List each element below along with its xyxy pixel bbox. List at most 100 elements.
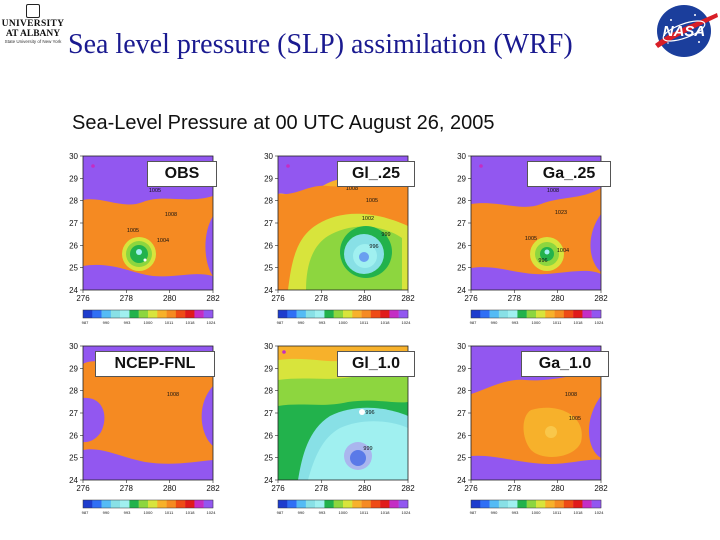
colorbar-swatch xyxy=(148,500,158,508)
colorbar-tick-label: 993 xyxy=(124,320,131,325)
colorbar-frame xyxy=(470,499,602,509)
colorbar-swatch xyxy=(361,310,372,318)
colorbar-swatch xyxy=(545,310,555,318)
colorbar-frame xyxy=(82,499,214,509)
colorbar-swatch xyxy=(194,310,204,318)
y-tick-label: 24 xyxy=(264,476,273,485)
colorbar-swatch xyxy=(101,310,112,318)
colorbar-swatch xyxy=(582,310,592,318)
colorbar-swatch xyxy=(361,500,372,508)
y-tick-label: 27 xyxy=(69,219,78,228)
y-tick-label: 29 xyxy=(457,364,466,373)
colorbar-tick-label: 1018 xyxy=(574,320,584,325)
slp-map-panel: 1005 1008 1005 1004 30 29 28 27 26 25 24 276 278 280 2… xyxy=(65,148,265,338)
slp-contour-label: 1008 xyxy=(167,392,179,398)
colorbar-swatch xyxy=(480,500,490,508)
colorbar-swatch xyxy=(194,500,204,508)
y-tick-label: 29 xyxy=(69,364,78,373)
slp-contour-label: 1005 xyxy=(149,188,161,194)
colorbar-tick-label: 1024 xyxy=(207,510,217,515)
slp-region-high-pressure-south xyxy=(471,455,601,480)
slp-region-high-pressure-east xyxy=(590,214,601,272)
y-tick-label: 29 xyxy=(457,174,466,183)
colorbar-tick-label: 1011 xyxy=(360,320,369,325)
y-tick-label: 28 xyxy=(457,387,466,396)
slp-region-high-pressure-east xyxy=(205,216,213,276)
colorbar-swatch xyxy=(83,310,93,318)
panel-label: Ga_.25 xyxy=(527,161,611,187)
y-tick-label: 26 xyxy=(264,241,273,250)
slp-contour-label: 996 xyxy=(369,244,378,250)
colorbar-tick-label: 990 xyxy=(298,320,305,325)
slp-contour-label: 1008 xyxy=(165,212,177,218)
slp-contour-label: 1008 xyxy=(346,186,358,192)
slp-storm-center xyxy=(545,426,557,438)
colorbar-swatch xyxy=(563,500,574,508)
x-tick-label: 280 xyxy=(163,294,177,303)
colorbar-swatch xyxy=(380,310,390,318)
colorbar-tick-label: 1024 xyxy=(595,320,605,325)
colorbar-tick-label: 1011 xyxy=(553,320,562,325)
slp-region-high-pressure-south xyxy=(471,267,601,290)
x-tick-label: 276 xyxy=(271,484,285,493)
colorbar-swatch xyxy=(480,310,490,318)
y-tick-label: 27 xyxy=(457,409,466,418)
colorbar-tick-label: 990 xyxy=(298,510,305,515)
colorbar-swatch xyxy=(138,310,149,318)
colorbar-frame xyxy=(82,309,214,319)
colorbar-tick-label: 993 xyxy=(319,320,326,325)
y-tick-label: 27 xyxy=(264,219,273,228)
y-tick-label: 26 xyxy=(69,431,78,440)
slp-contour-label: 996 xyxy=(538,258,547,264)
colorbar-frame xyxy=(470,309,602,319)
colorbar-swatch xyxy=(489,310,500,318)
colorbar-swatch xyxy=(471,310,481,318)
colorbar-swatch xyxy=(185,310,195,318)
colorbar-tick-label: 1024 xyxy=(595,510,605,515)
x-tick-label: 276 xyxy=(464,484,478,493)
slp-contour-label: 1008 xyxy=(565,392,577,398)
slp-region-high-pressure-south xyxy=(83,449,213,480)
slp-contour-label: 1002 xyxy=(362,216,374,222)
y-tick-label: 30 xyxy=(69,342,78,351)
colorbar-swatch xyxy=(324,310,334,318)
y-tick-label: 24 xyxy=(457,286,466,295)
colorbar-swatch xyxy=(315,310,325,318)
colorbar-swatch xyxy=(582,500,592,508)
colorbar-tick-label: 990 xyxy=(491,510,498,515)
y-tick-label: 26 xyxy=(69,241,78,250)
colorbar-tick-label: 1000 xyxy=(339,510,349,515)
colorbar-tick-label: 1024 xyxy=(402,510,412,515)
colorbar-tick-label: 1000 xyxy=(532,320,542,325)
colorbar-tick-label: 1011 xyxy=(165,320,174,325)
y-tick-label: 28 xyxy=(457,197,466,206)
colorbar-swatch xyxy=(343,310,353,318)
colorbar-frame xyxy=(277,499,409,509)
y-tick-label: 25 xyxy=(264,264,273,273)
colorbar-swatch xyxy=(305,500,316,508)
colorbar-tick-label: 1018 xyxy=(186,510,196,515)
colorbar-swatch xyxy=(526,500,537,508)
panel-label: Gl_.25 xyxy=(337,161,415,187)
x-tick-label: 278 xyxy=(120,484,134,493)
colorbar-swatch xyxy=(352,500,362,508)
colorbar-tick-label: 987 xyxy=(82,320,89,325)
colorbar-swatch xyxy=(389,500,399,508)
colorbar-swatch xyxy=(166,500,177,508)
colorbar-swatch xyxy=(471,500,481,508)
colorbar-swatch xyxy=(563,310,574,318)
slp-contour-label: 1005 xyxy=(525,236,537,242)
colorbar-swatch xyxy=(352,310,362,318)
colorbar-swatch xyxy=(526,310,537,318)
panel-label: OBS xyxy=(147,161,217,187)
x-tick-label: 282 xyxy=(206,294,220,303)
colorbar-swatch xyxy=(157,310,167,318)
colorbar-swatch xyxy=(554,310,565,318)
y-tick-label: 25 xyxy=(264,454,273,463)
y-tick-label: 25 xyxy=(457,264,466,273)
colorbar-swatch xyxy=(138,500,149,508)
colorbar-swatch xyxy=(110,310,121,318)
slp-obs-station xyxy=(143,258,147,262)
y-tick-label: 30 xyxy=(457,342,466,351)
slp-contour-label: 1004 xyxy=(557,248,569,254)
